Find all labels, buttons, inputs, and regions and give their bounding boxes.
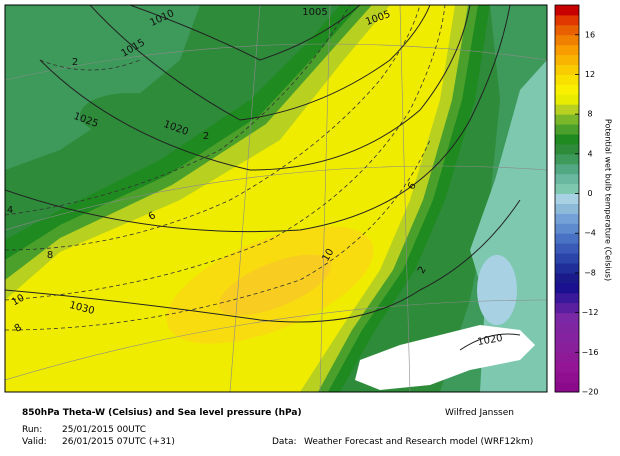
colorbar-segment (555, 84, 579, 95)
colorbar-segment (555, 292, 579, 304)
colorbar-segment (555, 282, 579, 294)
colorbar-tick-label: −16 (582, 348, 599, 357)
colorbar-tick-label: 0 (587, 189, 592, 198)
valid-value: 26/01/2015 07UTC (+31) (62, 437, 175, 447)
colorbar-segment (555, 44, 579, 56)
terrain-mask (355, 325, 535, 390)
colorbar-segment (555, 203, 579, 214)
isotherm-label: 6 (147, 210, 158, 223)
author: Wilfred Janssen (445, 408, 514, 418)
colorbar-segment (555, 104, 579, 115)
region (80, 93, 180, 137)
colorbar-segment (555, 193, 579, 204)
colorbar-segment (555, 372, 579, 383)
colorbar: −20 −16 −12 −8 −4 0 4 8 12 16 (555, 5, 598, 397)
isotherm-label: 8 (13, 322, 24, 335)
colorbar-segment (555, 342, 579, 353)
colorbar-tick-label: −4 (584, 229, 596, 238)
colorbar-segment (555, 54, 579, 66)
map-frame (4, 4, 548, 393)
isotherm-label: 8 (47, 250, 53, 261)
region (218, 254, 332, 316)
colorbar-segment (555, 272, 579, 284)
colorbar-segment (555, 382, 579, 393)
colorbar-segment (555, 124, 579, 135)
colorbar-segment (555, 243, 579, 254)
colorbar-label: Potential wet bulb temperature (Celsius) (604, 119, 613, 281)
data-value: Weather Forecast and Research model (WRF… (304, 437, 533, 447)
colorbar-segment (555, 94, 579, 105)
colorbar-frame (554, 4, 580, 393)
colorbar-tick-label: −12 (582, 308, 599, 317)
run-value: 25/01/2015 00UTC (62, 425, 146, 435)
isotherm-label: 4 (7, 205, 13, 216)
colorbar-segment (555, 183, 579, 195)
colorbar-tick-label: 8 (587, 110, 592, 119)
colorbar-segment (555, 253, 579, 264)
isobars (5, 5, 521, 351)
colorbar-segment (555, 143, 579, 155)
colorbar-segment (555, 153, 579, 165)
isobar-label: 1020 (477, 333, 504, 348)
colorbar-segment (555, 5, 579, 16)
isotherm-label: 2 (72, 57, 78, 68)
colorbar-segment (555, 233, 579, 244)
run-label: Run: (22, 425, 42, 435)
colorbar-segment (555, 64, 579, 75)
graticule (5, 5, 547, 392)
colorbar-segment (555, 352, 579, 363)
colorbar-tick-label: −20 (582, 388, 599, 397)
isobar-label: 1005 (302, 7, 327, 18)
data-label: Data: (272, 437, 297, 447)
colorbar-tick-label: 16 (585, 30, 595, 39)
colorbar-segment (555, 114, 579, 125)
colorbar-segment (555, 223, 579, 234)
colorbar-segment (555, 302, 579, 314)
region (5, 5, 200, 170)
colorbar-tick-label: −8 (584, 268, 596, 277)
colorbar-segment (555, 134, 579, 145)
map-title: 850hPa Theta-W (Celsius) and Sea level p… (22, 408, 302, 418)
colorbar-segment (555, 173, 579, 185)
valid-label: Valid: (22, 437, 47, 447)
isotherm-label: 6 (406, 181, 419, 192)
colorbar-segment (555, 322, 579, 333)
colorbar-segment (555, 163, 579, 175)
colorbar-segment (555, 312, 579, 324)
colorbar-segment (555, 213, 579, 224)
colorbar-segment (555, 332, 579, 343)
isotherm-label: 2 (203, 131, 209, 142)
colorbar-segment (555, 24, 579, 36)
region (477, 255, 517, 325)
isotherms (5, 5, 446, 331)
colorbar-tick-label: 12 (585, 70, 595, 79)
isotherm-label: 2 (416, 265, 429, 276)
colorbar-tick-label: 4 (587, 149, 592, 158)
colorbar-segment (555, 34, 579, 46)
colorbar-segment (555, 74, 579, 85)
colorbar-segment (555, 362, 579, 373)
colorbar-segment (555, 263, 579, 274)
colorbar-segment (555, 14, 579, 26)
